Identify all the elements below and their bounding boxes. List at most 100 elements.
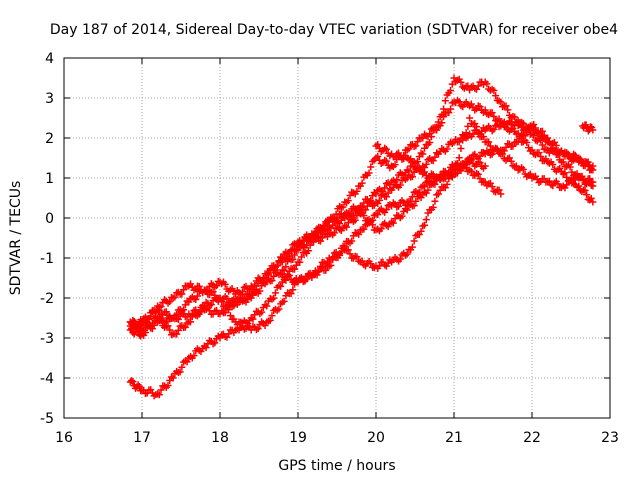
data-point-interp: [426, 130, 434, 138]
data-point-interp: [519, 165, 527, 173]
data-point-interp: [410, 202, 418, 210]
data-point: [466, 114, 474, 122]
data-point-interp: [519, 119, 527, 127]
data-point-interp: [367, 163, 375, 171]
data-point-interp: [531, 124, 539, 132]
data-point-interp: [166, 326, 174, 334]
data-point-interp: [129, 378, 137, 386]
data-point: [589, 198, 597, 206]
data-point-interp: [329, 253, 337, 261]
data-point-interp: [504, 106, 512, 114]
data-point-interp: [396, 181, 404, 189]
y-tick-label: -1: [40, 251, 54, 267]
y-tick-label: -5: [40, 411, 54, 427]
data-point-interp: [157, 386, 165, 394]
data-point-interp: [221, 280, 229, 288]
data-point-interp: [476, 103, 484, 111]
y-axis-label: SDTVAR / TECUs: [8, 181, 24, 296]
data-point-interp: [488, 109, 496, 117]
data-point-interp: [473, 123, 481, 131]
data-series: [126, 74, 597, 400]
data-point-interp: [268, 312, 276, 320]
data-point-interp: [479, 133, 487, 141]
data-point-interp: [303, 275, 311, 283]
data-point-interp: [140, 326, 148, 334]
data-point-interp: [332, 210, 340, 218]
data-point-interp: [291, 265, 299, 273]
data-point-interp: [235, 298, 243, 306]
data-point-interp: [351, 216, 359, 224]
data-point-interp: [408, 243, 416, 251]
data-point-interp: [330, 214, 338, 222]
data-point-interp: [521, 132, 529, 140]
data-point-interp: [266, 316, 274, 324]
y-tick-label: 2: [45, 131, 54, 147]
data-point-interp: [440, 105, 448, 113]
data-point-interp: [417, 194, 425, 202]
data-point-interp: [213, 282, 221, 290]
data-point-interp: [195, 282, 203, 290]
data-point-interp: [509, 142, 517, 150]
data-point-interp: [584, 158, 592, 166]
data-point-interp: [157, 316, 165, 324]
data-point: [481, 106, 489, 114]
data-point-interp: [344, 246, 352, 254]
data-point-interp: [578, 172, 586, 180]
data-point-interp: [190, 352, 198, 360]
data-point-interp: [474, 170, 482, 178]
data-point-interp: [365, 169, 373, 177]
data-point-interp: [490, 125, 498, 133]
data-point-interp: [225, 330, 233, 338]
x-tick-label: 16: [55, 430, 73, 446]
data-point-interp: [457, 144, 465, 152]
data-point-interp: [344, 197, 352, 205]
data-point-interp: [133, 321, 141, 329]
data-point-interp: [239, 288, 247, 296]
data-point-interp: [429, 203, 437, 211]
data-point-interp: [511, 113, 519, 121]
data-point-interp: [171, 293, 179, 301]
series-arc-7: [372, 140, 489, 184]
data-point-interp: [421, 168, 429, 176]
data-point-interp: [353, 253, 361, 261]
data-point-interp: [202, 344, 210, 352]
data-point-interp: [329, 221, 337, 229]
data-point-interp: [275, 305, 283, 313]
data-point-interp: [483, 80, 491, 88]
x-axis-label: GPS time / hours: [278, 458, 395, 474]
data-point-interp: [360, 225, 368, 233]
data-point-interp: [438, 174, 446, 182]
data-point-interp: [469, 130, 477, 138]
data-point-interp: [148, 319, 156, 327]
data-point-interp: [304, 247, 312, 255]
data-point-interp: [375, 196, 383, 204]
data-point-interp: [438, 119, 446, 127]
data-point-interp: [455, 98, 463, 106]
data-point-interp: [552, 141, 560, 149]
data-point-interp: [282, 263, 290, 271]
data-point-interp: [507, 157, 515, 165]
data-point-interp: [193, 292, 201, 300]
data-point-interp: [462, 129, 470, 137]
data-point-interp: [566, 163, 574, 171]
data-point-interp: [537, 153, 545, 161]
data-point-interp: [265, 269, 273, 277]
data-point-interp: [410, 237, 418, 245]
x-tick-label: 18: [211, 430, 229, 446]
plot-frame: [63, 57, 611, 419]
data-point-interp: [180, 286, 188, 294]
data-point-interp: [443, 180, 451, 188]
data-point-interp: [421, 221, 429, 229]
data-point-interp: [523, 139, 531, 147]
data-point-interp: [249, 315, 257, 323]
data-point-interp: [502, 102, 510, 110]
data-point-interp: [155, 391, 163, 399]
data-point-interp: [502, 143, 510, 151]
data-point-interp: [408, 173, 416, 181]
data-point-interp: [209, 288, 217, 296]
data-point-interp: [187, 318, 195, 326]
x-tick-label: 20: [367, 430, 385, 446]
data-point: [419, 150, 427, 158]
data-point: [589, 178, 597, 186]
